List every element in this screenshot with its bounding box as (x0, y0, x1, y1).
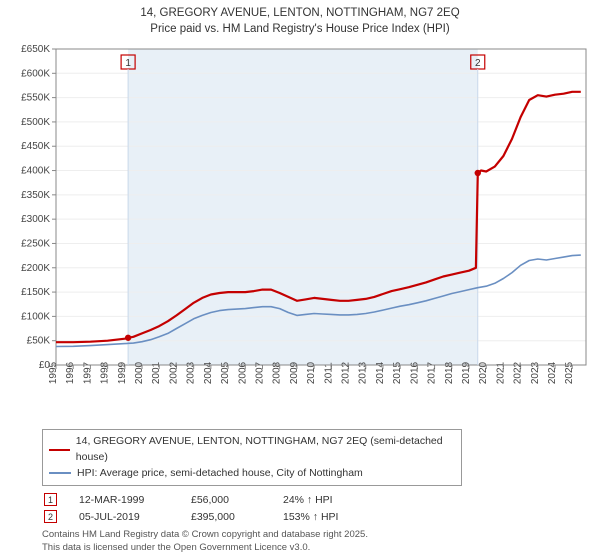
legend-label: HPI: Average price, semi-detached house,… (77, 466, 363, 482)
title-line-2: Price paid vs. HM Land Registry's House … (8, 22, 592, 38)
titles: 14, GREGORY AVENUE, LENTON, NOTTINGHAM, … (8, 6, 592, 37)
legend-swatch (49, 449, 70, 451)
svg-text:£450K: £450K (21, 141, 50, 152)
title-line-1: 14, GREGORY AVENUE, LENTON, NOTTINGHAM, … (8, 6, 592, 22)
svg-text:£550K: £550K (21, 93, 50, 104)
sale-date: 12-MAR-1999 (79, 492, 189, 507)
sale-vs-hpi: 153% ↑ HPI (283, 509, 350, 524)
sale-price: £56,000 (191, 492, 281, 507)
svg-text:£500K: £500K (21, 117, 50, 128)
sale-date: 05-JUL-2019 (79, 509, 189, 524)
svg-text:1: 1 (125, 58, 131, 69)
svg-text:£400K: £400K (21, 166, 50, 177)
svg-text:£200K: £200K (21, 263, 50, 274)
sale-marker: 1 (44, 492, 77, 507)
svg-text:£600K: £600K (21, 68, 50, 79)
legend-swatch (49, 472, 71, 474)
legend: 14, GREGORY AVENUE, LENTON, NOTTINGHAM, … (42, 429, 462, 486)
svg-text:£250K: £250K (21, 238, 50, 249)
svg-text:2: 2 (475, 58, 481, 69)
footer-line-2: This data is licensed under the Open Gov… (42, 542, 592, 554)
svg-text:£100K: £100K (21, 311, 50, 322)
chart-svg: £0£50K£100K£150K£200K£250K£300K£350K£400… (8, 43, 592, 423)
svg-text:£650K: £650K (21, 44, 50, 55)
sale-row: 112-MAR-1999£56,00024% ↑ HPI (44, 492, 350, 507)
chart: £0£50K£100K£150K£200K£250K£300K£350K£400… (8, 43, 592, 423)
sale-marker: 2 (44, 509, 77, 524)
sale-vs-hpi: 24% ↑ HPI (283, 492, 350, 507)
legend-row: HPI: Average price, semi-detached house,… (49, 466, 455, 482)
svg-text:£50K: £50K (27, 336, 51, 347)
svg-text:£350K: £350K (21, 190, 50, 201)
legend-label: 14, GREGORY AVENUE, LENTON, NOTTINGHAM, … (76, 434, 455, 466)
footer-line-1: Contains HM Land Registry data © Crown c… (42, 529, 592, 541)
legend-row: 14, GREGORY AVENUE, LENTON, NOTTINGHAM, … (49, 434, 455, 466)
sale-price: £395,000 (191, 509, 281, 524)
chart-container: 14, GREGORY AVENUE, LENTON, NOTTINGHAM, … (0, 0, 600, 558)
sale-row: 205-JUL-2019£395,000153% ↑ HPI (44, 509, 350, 524)
footer: Contains HM Land Registry data © Crown c… (42, 529, 592, 554)
sales-table: 112-MAR-1999£56,00024% ↑ HPI 205-JUL-2019… (42, 490, 352, 526)
svg-text:£150K: £150K (21, 287, 50, 298)
svg-text:£300K: £300K (21, 214, 50, 225)
